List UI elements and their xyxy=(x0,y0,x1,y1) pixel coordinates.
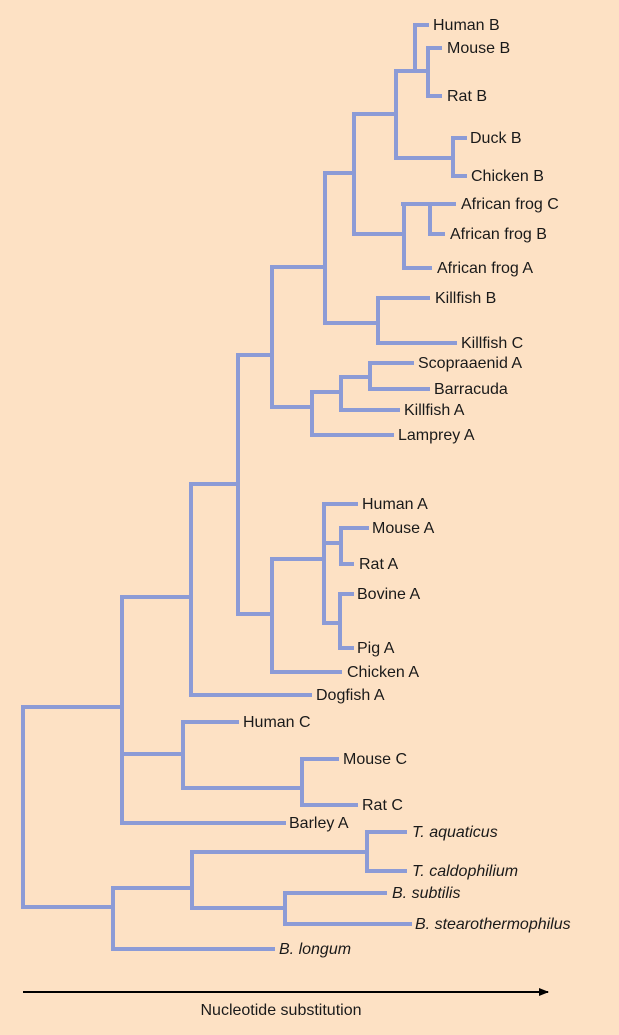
leaf-label: African frog A xyxy=(437,260,533,277)
leaf-label: Human C xyxy=(243,714,311,731)
leaf-label: Barley A xyxy=(289,815,349,832)
leaf-label: Scopraaenid A xyxy=(418,355,522,372)
branches xyxy=(21,23,467,951)
leaf-label: Killfish A xyxy=(404,402,465,419)
leaf-label: T. aquaticus xyxy=(412,824,498,841)
leaf-label: Pig A xyxy=(357,640,395,657)
leaf-label: Human B xyxy=(433,17,500,34)
leaf-label: B. longum xyxy=(279,941,351,958)
leaf-label: Bovine A xyxy=(357,586,420,603)
leaf-label: Rat C xyxy=(362,797,403,814)
axis-label: Nucleotide substitution xyxy=(201,1002,362,1019)
leaf-label: Killfish C xyxy=(461,335,523,352)
leaf-label: Mouse B xyxy=(447,40,510,57)
leaf-label: African frog C xyxy=(461,196,559,213)
leaf-label: African frog B xyxy=(450,226,547,243)
leaf-label: Dogfish A xyxy=(316,687,385,704)
leaf-label: Human A xyxy=(362,496,428,513)
leaf-label: B. stearothermophilus xyxy=(415,916,571,933)
leaf-label: Rat A xyxy=(359,556,398,573)
leaf-label: T. caldophilium xyxy=(412,863,518,880)
leaf-label: Duck B xyxy=(470,130,522,147)
leaf-label: B. subtilis xyxy=(392,885,460,902)
leaf-label: Chicken A xyxy=(347,664,419,681)
leaf-label: Lamprey A xyxy=(398,427,475,444)
leaf-label: Mouse A xyxy=(372,520,435,537)
leaf-label: Mouse C xyxy=(343,751,407,768)
leaf-label: Chicken B xyxy=(471,168,544,185)
leaf-labels: Human B Mouse B Rat B Duck B Chicken B Africa… xyxy=(243,17,571,958)
leaf-label: Killfish B xyxy=(435,290,496,307)
leaf-label: Rat B xyxy=(447,88,487,105)
leaf-label: Barracuda xyxy=(434,381,508,398)
